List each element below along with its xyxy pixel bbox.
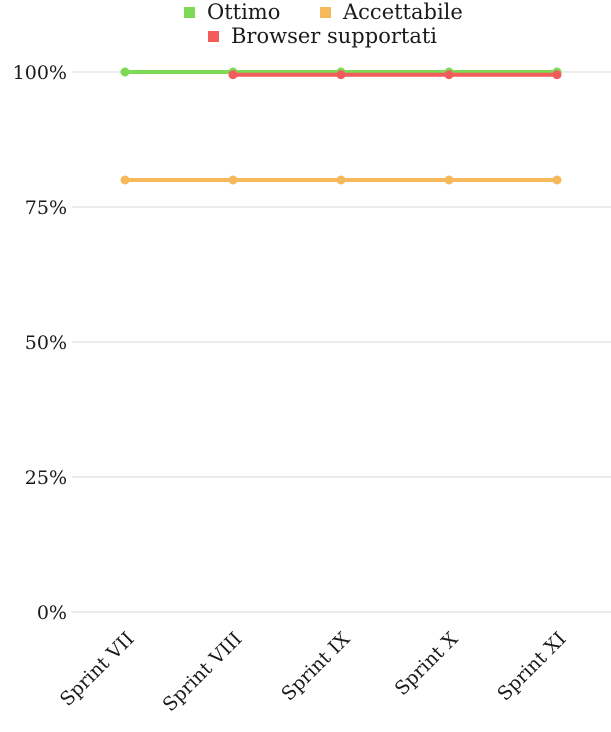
legend-label: Ottimo [207, 0, 280, 24]
data-point [228, 175, 238, 185]
data-point [120, 175, 130, 185]
x-tick-label: Sprint X [391, 628, 463, 700]
data-point [336, 175, 346, 185]
data-point [336, 70, 346, 80]
y-axis-ticks: 0% 25% 50% 75% 100% [13, 62, 67, 624]
legend-swatch [208, 31, 219, 42]
data-point [552, 70, 562, 80]
legend-swatch [320, 7, 331, 18]
legend-label: Accettabile [342, 0, 463, 24]
data-point [444, 70, 454, 80]
legend-label: Browser supportati [231, 24, 437, 48]
legend-swatch [184, 7, 195, 18]
grid-layer [72, 71, 611, 613]
series-layer [120, 67, 562, 185]
y-tick-label: 25% [25, 467, 67, 489]
y-tick-label: 100% [13, 62, 67, 84]
data-point [444, 175, 454, 185]
y-tick-label: 50% [25, 332, 67, 354]
x-tick-label: Sprint XI [493, 628, 570, 705]
x-axis-ticks: Sprint VII Sprint VIII Sprint IX Sprint X Sp… [56, 628, 571, 716]
data-point [228, 70, 238, 80]
x-tick-label: Sprint VII [56, 628, 139, 711]
data-point [120, 67, 130, 77]
y-tick-label: 0% [37, 602, 67, 624]
x-tick-label: Sprint VIII [159, 628, 247, 716]
data-point [552, 175, 562, 185]
x-tick-label: Sprint IX [277, 628, 355, 706]
y-tick-label: 75% [25, 197, 67, 219]
